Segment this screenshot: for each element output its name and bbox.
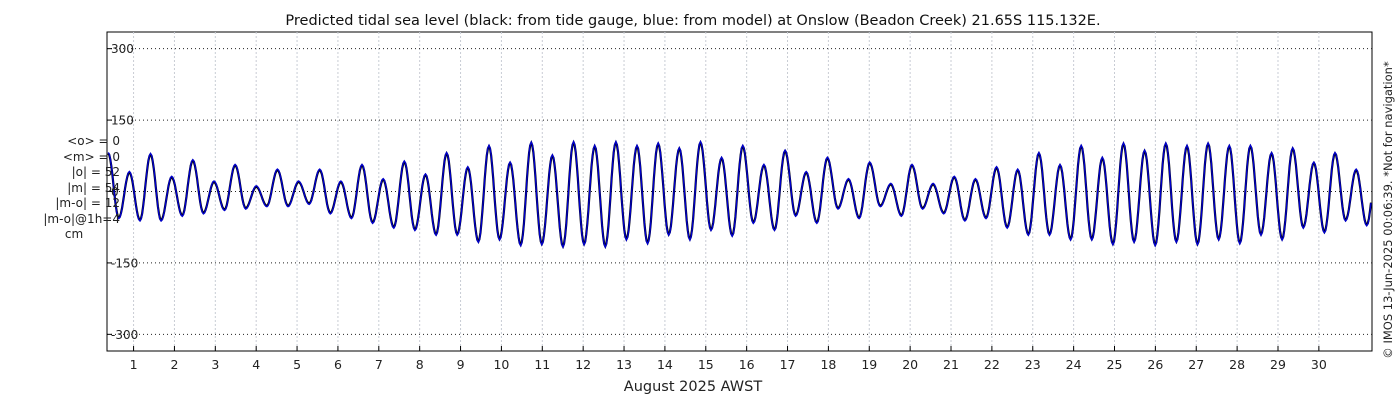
stat-abs-model: |m| = 54 [67, 180, 120, 195]
x-tick-label: 15 [698, 357, 714, 372]
x-tick-label: 5 [293, 357, 301, 372]
x-tick-label: 17 [780, 357, 796, 372]
stat-mean-obs: <o> = 0 [67, 134, 120, 148]
x-tick-label: 8 [416, 357, 424, 372]
x-tick-label: 26 [1147, 357, 1163, 372]
x-tick-label: 13 [616, 357, 632, 372]
x-tick-label: 30 [1311, 357, 1327, 372]
x-tick-label: 12 [575, 357, 591, 372]
stats-panel: <o> = 0 <m> = 0 |o| = 52 |m| = 54 |m-o| … [10, 134, 120, 243]
stat-mean-model: <m> = 0 [62, 149, 120, 164]
x-tick-label: 27 [1188, 357, 1204, 372]
x-tick-label: 22 [984, 357, 1000, 372]
x-tick-label: 2 [170, 357, 178, 372]
x-tick-label: 24 [1066, 357, 1082, 372]
stat-abs-diff-1h: |m-o|@1h=4 [43, 211, 120, 226]
x-tick-label: 28 [1229, 357, 1245, 372]
stat-abs-obs: |o| = 52 [71, 165, 120, 179]
y-tick-label: -300 [111, 328, 138, 342]
y-tick-label: 150 [111, 114, 134, 128]
stat-unit: cm [64, 227, 84, 241]
x-tick-label: 20 [902, 357, 918, 372]
x-tick-label: 3 [211, 357, 219, 372]
x-axis: 1 2 3 4 5 6 7 8 9 10 11 12 13 14 15 16 17 18 19 20 21 22 23 24 2… [130, 346, 1327, 372]
x-tick-label: 1 [130, 357, 138, 372]
copyright-note: © IMOS 13-Jun-2025 00:06:39. *Not for na… [1381, 61, 1395, 359]
y-tick-label: 300 [111, 42, 134, 56]
x-tick-label: 18 [820, 357, 836, 372]
series-model [107, 139, 1372, 250]
stat-abs-diff: |m-o| = 12 [55, 196, 120, 210]
chart-title: Predicted tidal sea level (black: from t… [285, 13, 1100, 29]
x-tick-label: 29 [1270, 357, 1286, 372]
x-tick-label: 11 [534, 357, 550, 372]
x-tick-label: 4 [252, 357, 260, 372]
grid-lines [107, 32, 1372, 351]
x-tick-label: 25 [1107, 357, 1123, 372]
x-tick-label: 14 [657, 357, 673, 372]
x-axis-label: August 2025 AWST [624, 379, 763, 395]
x-tick-label: 7 [375, 357, 383, 372]
x-tick-label: 23 [1025, 357, 1041, 372]
x-tick-label: 16 [739, 357, 755, 372]
x-tick-label: 10 [493, 357, 509, 372]
y-tick-label: -150 [111, 256, 138, 270]
x-tick-label: 6 [334, 357, 342, 372]
x-tick-label: 21 [943, 357, 959, 372]
x-tick-label: 19 [861, 357, 877, 372]
x-tick-label: 9 [457, 357, 465, 372]
series-lines [107, 139, 1373, 250]
